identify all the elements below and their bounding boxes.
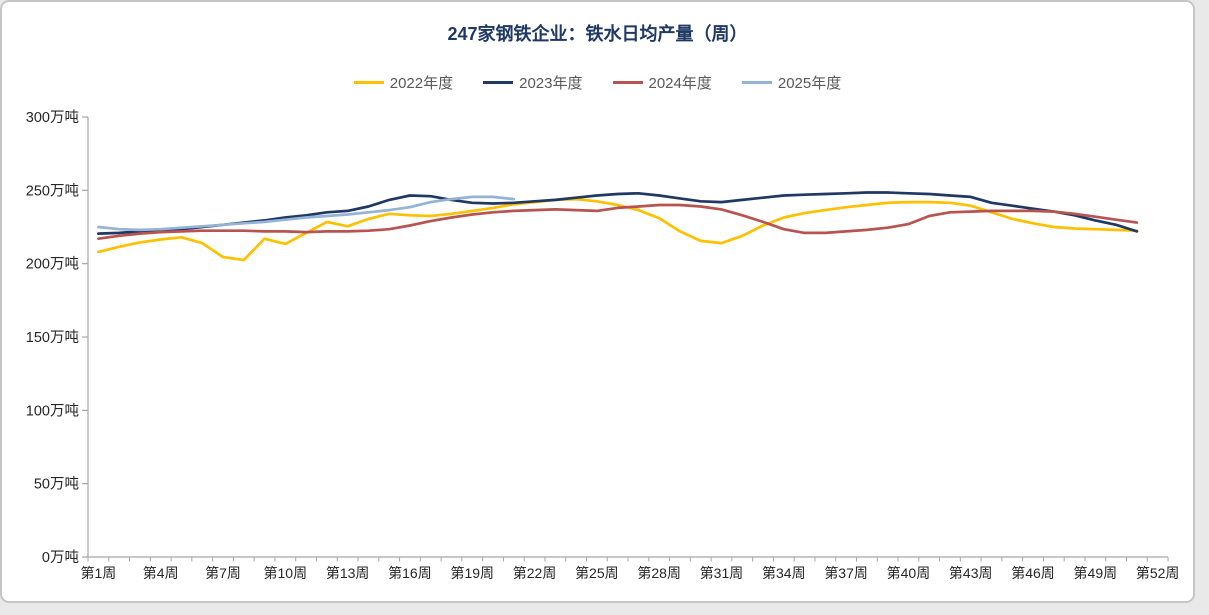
y-tick-label: 200万吨 — [26, 256, 79, 273]
legend-swatch-2024年度 — [612, 81, 643, 84]
series-line-2024年度 — [97, 203, 1139, 241]
legend-swatch-2025年度 — [741, 81, 772, 84]
legend-item-2024年度: 2024年度 — [612, 72, 712, 93]
x-tick-label: 第4周 — [143, 565, 179, 581]
y-tick-label: 300万吨 — [26, 109, 79, 126]
x-tick-label: 第22周 — [513, 565, 557, 581]
x-tick-label: 第34周 — [762, 565, 806, 581]
chart-title: 247家钢铁企业：铁水日均产量（周） — [447, 24, 748, 44]
x-tick-label: 第28周 — [637, 565, 681, 581]
legend-item-2022年度: 2022年度 — [353, 72, 454, 93]
legend-label-2023年度: 2023年度 — [519, 75, 583, 92]
chart-card: 247家钢铁企业：铁水日均产量（周） 2022年度 2023年度 2024年度 202… — [0, 0, 1195, 603]
x-tick-label: 第37周 — [824, 565, 868, 581]
legend-item-2025年度: 2025年度 — [741, 72, 842, 93]
x-tick-label: 第13周 — [326, 565, 370, 581]
legend-swatch-2022年度 — [353, 81, 384, 84]
legend-label-2025年度: 2025年度 — [777, 75, 842, 92]
x-tick-label: 第10周 — [264, 565, 308, 581]
series-line-2025年度 — [97, 195, 516, 232]
x-tick-label: 第52周 — [1136, 565, 1180, 581]
x-tick-label: 第1周 — [80, 565, 116, 581]
x-tick-label: 第7周 — [205, 565, 241, 581]
legend-label-2022年度: 2022年度 — [389, 75, 454, 92]
y-tick-label: 150万吨 — [26, 329, 79, 346]
series-line-2023年度 — [97, 191, 1139, 235]
x-tick-label: 第19周 — [450, 565, 494, 581]
x-tick-label: 第49周 — [1074, 565, 1118, 581]
y-tick-label: 0万吨 — [42, 549, 79, 566]
y-tick-label: 50万吨 — [34, 476, 79, 493]
series-line-2022年度 — [97, 197, 1139, 262]
x-tick-label: 第25周 — [575, 565, 619, 581]
chart-legend: 2022年度 2023年度 2024年度 2025年度 — [2, 72, 1193, 93]
y-tick-label: 100万吨 — [26, 402, 79, 419]
legend-item-2023年度: 2023年度 — [483, 72, 583, 93]
x-tick-label: 第43周 — [949, 565, 993, 581]
legend-swatch-2023年度 — [483, 81, 514, 84]
x-tick-label: 第40周 — [887, 565, 931, 581]
x-tick-label: 第31周 — [700, 565, 744, 581]
y-tick-label: 250万吨 — [26, 182, 79, 199]
legend-label-2024年度: 2024年度 — [648, 75, 712, 92]
x-tick-label: 第16周 — [388, 565, 432, 581]
x-tick-label: 第46周 — [1011, 565, 1055, 581]
